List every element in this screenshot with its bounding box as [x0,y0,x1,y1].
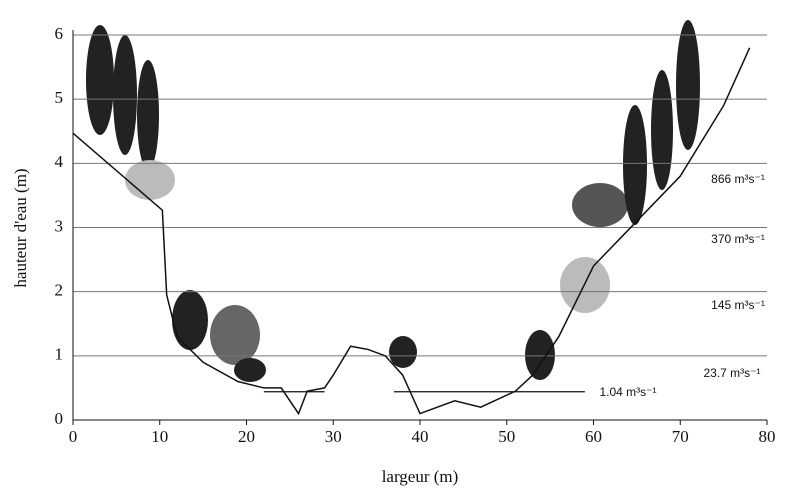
x-tick-label: 80 [759,427,776,446]
y-tick-label: 5 [55,88,64,107]
vegetation [86,20,700,382]
x-tick-label: 0 [69,427,78,446]
x-axis-label: largeur (m) [382,467,459,486]
x-tick-label: 70 [672,427,689,446]
x-tick-label: 10 [151,427,168,446]
y-tick-label: 0 [55,409,64,428]
y-tick-label: 6 [55,24,64,43]
discharge-label: 370 m³s⁻¹ [711,232,765,246]
x-tick-label: 40 [412,427,429,446]
y-tick-label: 2 [55,281,64,300]
x-tick-label: 30 [325,427,342,446]
x-tick-label: 60 [585,427,602,446]
x-tick-label: 20 [238,427,255,446]
y-axis-label: hauteur d'eau (m) [11,168,30,287]
discharge-label: 1.04 m³s⁻¹ [599,385,656,399]
y-tick-label: 4 [55,152,64,171]
discharge-label: 23.7 m³s⁻¹ [703,366,760,380]
y-tick-label: 3 [55,216,64,235]
discharge-label: 866 m³s⁻¹ [711,172,765,186]
y-tick-label: 1 [55,345,64,364]
discharge-label: 145 m³s⁻¹ [711,298,765,312]
x-tick-label: 50 [498,427,515,446]
bed-profile [72,47,751,416]
